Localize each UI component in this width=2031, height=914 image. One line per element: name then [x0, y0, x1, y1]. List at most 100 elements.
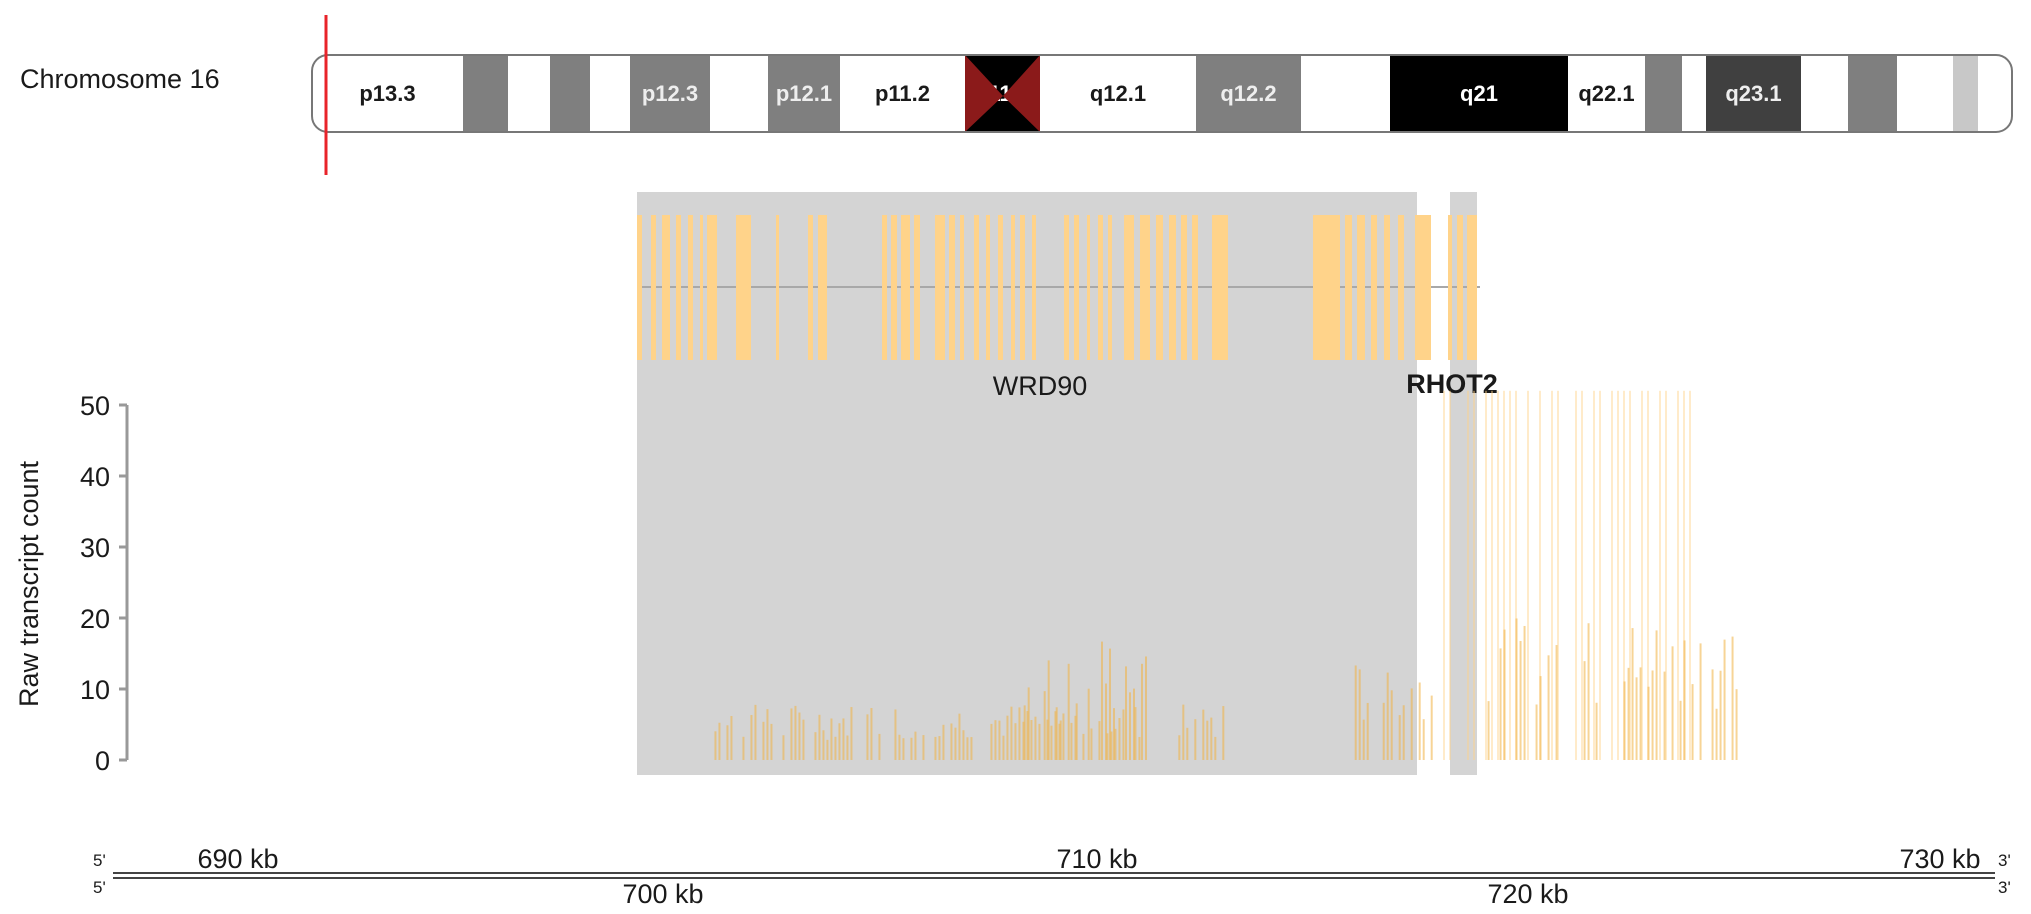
gene-track: WRD90 RHOT2 — [637, 192, 1738, 775]
gene-box-wrd90 — [637, 192, 1417, 775]
kb-tick-730: 730 kb — [1899, 844, 1980, 874]
band-q24-3 — [1978, 55, 2012, 132]
coverage-bar — [1402, 705, 1405, 760]
coverage-band-bar — [1683, 390, 1685, 760]
coverage-bar — [826, 739, 829, 760]
coverage-bar — [914, 731, 917, 760]
band-label-q21: q21 — [1460, 81, 1498, 106]
exon — [688, 215, 693, 360]
coverage-bar — [1731, 636, 1734, 760]
kb-tick-720: 720 kb — [1487, 879, 1568, 909]
exon — [818, 215, 827, 360]
band-p11-2 — [840, 55, 965, 132]
exon — [998, 215, 1003, 360]
exon — [1020, 215, 1025, 360]
exon — [891, 215, 897, 360]
exon — [935, 215, 945, 360]
y-tick-label-50: 50 — [80, 391, 110, 421]
coverage-bar — [1059, 720, 1062, 760]
chromosome-outline — [311, 54, 2013, 133]
exon — [1087, 215, 1090, 360]
exon — [1357, 215, 1365, 360]
coverage-bar — [1186, 727, 1189, 760]
coverage-band-bar — [1575, 390, 1577, 760]
exon — [1032, 215, 1036, 360]
coverage-bar — [838, 723, 841, 760]
coverage-bar — [834, 736, 837, 760]
coverage-bar — [1038, 723, 1041, 760]
y-tick-label-0: 0 — [95, 746, 110, 776]
coverage-bar — [1639, 667, 1642, 760]
exon — [1169, 215, 1176, 360]
exon — [1448, 215, 1452, 360]
coverage-band-bar — [1509, 390, 1511, 760]
exon — [901, 215, 910, 360]
coverage-bar — [1050, 725, 1053, 760]
coverage-bar — [1194, 719, 1197, 760]
kb-tick-700: 700 kb — [622, 879, 703, 909]
exon — [1371, 215, 1377, 360]
coverage-bar — [866, 714, 869, 760]
exon — [1345, 215, 1352, 360]
coverage-bar — [1222, 706, 1225, 760]
five-prime-bottom: 5' — [93, 878, 106, 897]
coverage-band-bar — [1449, 390, 1451, 760]
coverage-bar — [1539, 676, 1542, 760]
coverage-bar — [1366, 702, 1369, 760]
coverage-band-bar — [1503, 390, 1505, 760]
band-q12-2 — [1196, 55, 1301, 132]
coverage-band-bar — [1527, 390, 1529, 760]
coverage-bar — [1046, 719, 1049, 760]
gene-label-wrd90: WRD90 — [993, 371, 1088, 401]
coverage-bar — [1105, 683, 1107, 760]
coverage-bar — [782, 735, 785, 760]
coverage-bar — [1418, 682, 1421, 760]
coverage-bar — [1386, 672, 1389, 760]
coverage-bar — [1067, 663, 1070, 760]
exon — [1192, 215, 1198, 360]
coverage-bar — [1711, 669, 1714, 760]
coverage-bar — [1101, 641, 1103, 760]
coverage-bar — [1122, 709, 1125, 760]
coverage-bar — [1362, 719, 1365, 760]
coverage-bar — [1030, 719, 1033, 760]
exon — [1181, 215, 1187, 360]
five-prime-top: 5' — [93, 851, 106, 870]
coverage-bar — [818, 714, 821, 760]
coverage-band-bar — [1557, 390, 1559, 760]
coverage-band-bar — [1497, 390, 1499, 760]
coverage-bar — [1106, 733, 1109, 760]
coverage-bar — [1699, 643, 1702, 760]
coverage-bar — [1627, 667, 1630, 760]
gene-label-rhot2: RHOT2 — [1406, 369, 1498, 399]
coverage-bar — [1074, 715, 1077, 760]
coverage-bar — [1055, 707, 1058, 760]
exon — [1108, 215, 1112, 360]
coverage-bar — [1358, 669, 1361, 760]
exon — [949, 215, 955, 360]
band-p13-13 — [508, 55, 550, 132]
coverage-bar — [1735, 689, 1738, 760]
band-q12-1 — [1040, 55, 1196, 132]
coverage-band-bar — [1467, 390, 1469, 760]
coverage-bar — [1058, 723, 1061, 760]
exon — [974, 215, 979, 360]
coverage-bar — [1182, 704, 1185, 760]
exon — [707, 215, 717, 360]
coverage-band-bar — [1659, 390, 1661, 760]
coverage-bar — [798, 712, 801, 760]
coverage-bar — [850, 707, 853, 760]
coverage-bar — [802, 719, 805, 760]
coverage-bar — [1519, 640, 1522, 760]
coverage-bar — [910, 737, 913, 760]
coverage-band-bar — [1689, 390, 1691, 760]
coverage-bar — [1133, 688, 1135, 760]
band-label-p12-1: p12.1 — [776, 81, 832, 106]
exon — [1313, 215, 1340, 360]
coverage-bar — [1390, 690, 1393, 760]
coverage-bar — [1719, 670, 1722, 760]
coverage-bar — [1006, 715, 1009, 760]
band-p12-2 — [710, 55, 768, 132]
coverage-band-bar — [1581, 390, 1583, 760]
coverage-bar — [1410, 688, 1413, 760]
